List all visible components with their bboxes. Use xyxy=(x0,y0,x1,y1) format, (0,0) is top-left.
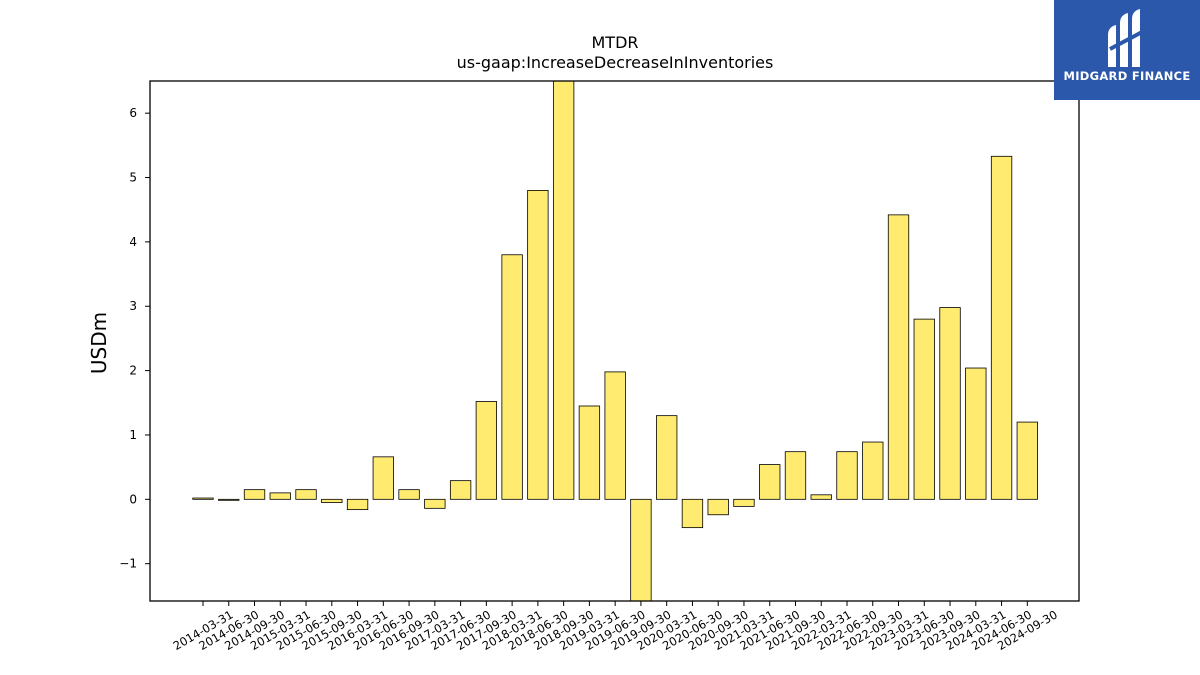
bar-2017-09-30 xyxy=(475,401,498,500)
bar-2015-06-30 xyxy=(295,489,317,500)
bar-2024-09-30 xyxy=(1016,421,1038,500)
bar-2021-06-30 xyxy=(759,464,781,500)
y-tick-label: 2 xyxy=(129,364,137,378)
x-axis: 2014-03-312014-06-302014-09-302015-03-31… xyxy=(171,601,1060,653)
bar-2019-06-30 xyxy=(604,371,626,500)
y-tick-label: 5 xyxy=(129,171,137,185)
bar-2022-03-31 xyxy=(810,494,832,500)
bar-2016-09-30 xyxy=(398,489,420,500)
chart-subtitle: us-gaap:IncreaseDecreaseInInventories xyxy=(457,53,774,72)
bar-2020-03-31 xyxy=(656,415,678,500)
y-tick-label: −1 xyxy=(119,557,137,571)
bar-2014-03-31 xyxy=(192,497,214,500)
y-tick-label: 1 xyxy=(129,428,137,442)
y-tick-label: 4 xyxy=(129,235,137,249)
bar-2023-06-30 xyxy=(913,318,935,500)
bar-2015-03-31 xyxy=(269,492,291,500)
bar-2022-06-30 xyxy=(836,451,858,500)
y-tick-label: 3 xyxy=(129,299,137,313)
bar-2016-03-31 xyxy=(346,498,369,511)
bars-group xyxy=(192,80,1038,602)
bar-2020-09-30 xyxy=(707,498,729,516)
bar-2017-03-31 xyxy=(424,498,446,509)
bar-2021-09-30 xyxy=(784,451,807,500)
logo-text: MIDGARD FINANCE xyxy=(1063,69,1191,83)
bar-2022-09-30 xyxy=(862,441,884,500)
bar-2024-06-30 xyxy=(990,155,1013,500)
y-tick-label: 6 xyxy=(129,106,137,120)
y-axis-label: USDm xyxy=(87,312,111,374)
plot-frame xyxy=(149,80,1080,602)
midgard-finance-logo: MIDGARD FINANCE xyxy=(1054,0,1200,100)
bar-2018-03-31 xyxy=(501,254,523,500)
bar-2017-06-30 xyxy=(449,480,472,500)
bar-2024-03-31 xyxy=(965,367,987,500)
bar-2021-03-31 xyxy=(733,498,755,507)
bar-2019-09-30 xyxy=(630,498,652,602)
bar-2018-09-30 xyxy=(552,80,575,500)
y-axis: −1 0 1 2 3 4 5 6 xyxy=(119,106,150,571)
bar-2019-03-31 xyxy=(578,405,601,500)
bar-2015-09-30 xyxy=(321,498,343,503)
y-tick-label: 0 xyxy=(129,492,137,506)
bar-2018-06-30 xyxy=(527,190,549,500)
bar-2023-03-31 xyxy=(887,214,910,500)
bar-2014-09-30 xyxy=(243,489,266,500)
bar-2020-06-30 xyxy=(681,498,704,529)
bar-2016-06-30 xyxy=(372,456,394,500)
chart-title: MTDR xyxy=(591,33,638,52)
bar-2023-09-30 xyxy=(939,307,961,500)
logo-mark-icon xyxy=(1108,9,1145,67)
bar-2014-06-30 xyxy=(218,498,240,501)
